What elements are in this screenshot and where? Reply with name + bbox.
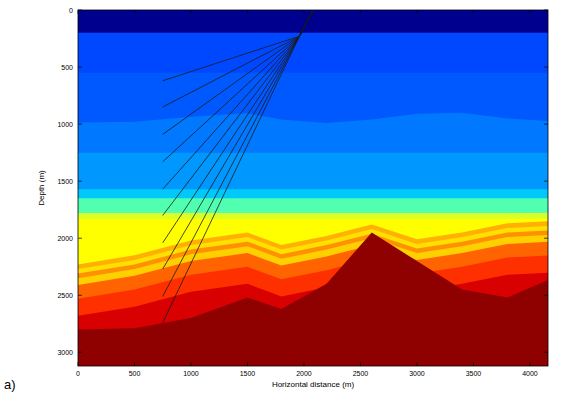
y-tick <box>544 67 548 68</box>
layer <box>78 10 548 366</box>
x-tick <box>190 362 191 366</box>
x-tick-label: 2000 <box>296 370 312 377</box>
layer <box>78 33 548 366</box>
y-tick <box>78 181 82 182</box>
plot-area <box>78 10 548 366</box>
x-tick-label: 2500 <box>353 370 369 377</box>
x-tick-label: 0 <box>76 370 80 377</box>
ray <box>163 10 313 215</box>
y-tick <box>78 295 82 296</box>
y-axis-title: Depth (m) <box>37 170 46 206</box>
x-tick <box>134 10 135 14</box>
x-tick-label: 1000 <box>183 370 199 377</box>
y-tick-label: 1000 <box>57 121 73 128</box>
x-tick <box>360 10 361 14</box>
y-tick <box>544 352 548 353</box>
y-tick <box>544 238 548 239</box>
x-tick-label: 4000 <box>522 370 538 377</box>
ray <box>163 10 313 243</box>
x-tick <box>416 10 417 14</box>
ray <box>163 10 313 323</box>
x-tick <box>473 362 474 366</box>
x-tick <box>416 362 417 366</box>
ray <box>163 10 313 269</box>
y-tick-label: 2000 <box>57 235 73 242</box>
y-tick <box>544 295 548 296</box>
x-tick <box>78 10 79 14</box>
ray <box>163 10 313 189</box>
plot-frame <box>78 10 548 366</box>
x-tick-label: 3500 <box>466 370 482 377</box>
x-tick <box>303 362 304 366</box>
y-tick <box>544 10 548 11</box>
layer <box>78 189 548 366</box>
y-tick-label: 500 <box>61 64 73 71</box>
x-tick <box>360 362 361 366</box>
figure: 0 500 1000 1500 2000 2500 3000 3500 4000 0 500 1000… <box>0 0 578 395</box>
layer <box>78 198 548 366</box>
y-tick-label: 3000 <box>57 349 73 356</box>
y-tick-label: 2500 <box>57 292 73 299</box>
y-tick <box>544 181 548 182</box>
layer <box>78 233 548 367</box>
layer <box>78 221 548 366</box>
x-tick <box>247 362 248 366</box>
y-tick <box>544 124 548 125</box>
layer <box>78 230 548 366</box>
ray <box>163 10 313 134</box>
y-tick <box>78 238 82 239</box>
layer <box>78 219 548 366</box>
ray <box>163 10 313 296</box>
y-tick-label: 0 <box>69 7 73 14</box>
layer <box>78 73 548 366</box>
panel-label: a) <box>4 377 16 392</box>
x-tick-label: 3000 <box>409 370 425 377</box>
ray <box>163 10 313 162</box>
y-tick-label: 1500 <box>57 178 73 185</box>
x-axis-title: Horizontal distance (m) <box>272 380 355 389</box>
x-tick-label: 1500 <box>240 370 256 377</box>
x-tick-label: 500 <box>129 370 141 377</box>
x-tick <box>473 10 474 14</box>
x-tick <box>247 10 248 14</box>
y-tick <box>78 352 82 353</box>
layer <box>78 213 548 366</box>
y-tick <box>78 10 82 11</box>
x-tick <box>303 10 304 14</box>
y-tick <box>78 67 82 68</box>
x-tick <box>190 10 191 14</box>
y-tick <box>78 124 82 125</box>
layer <box>78 153 548 366</box>
x-tick <box>529 362 530 366</box>
layer <box>78 113 548 366</box>
layer <box>78 226 548 366</box>
x-tick <box>78 362 79 366</box>
ray <box>163 10 313 81</box>
x-tick <box>529 10 530 14</box>
x-tick <box>134 362 135 366</box>
